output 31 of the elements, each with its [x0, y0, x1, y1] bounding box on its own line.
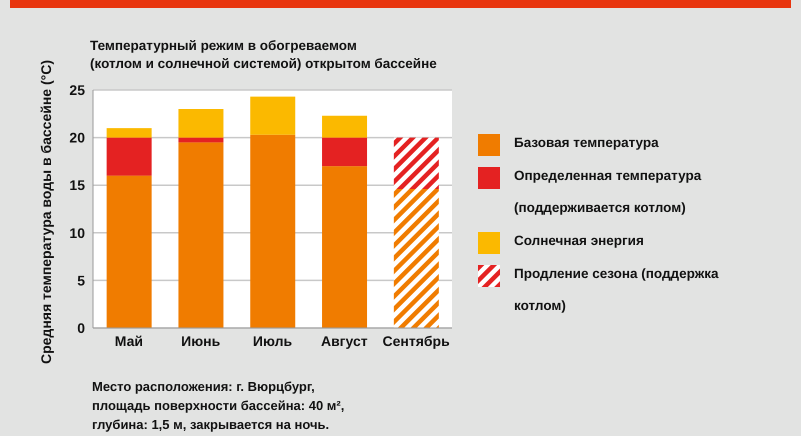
- x-tick-label: Сентябрь: [382, 332, 450, 349]
- bar: [250, 134, 296, 328]
- bar: [178, 109, 224, 138]
- bar: [106, 176, 152, 328]
- y-tick-label: 20: [69, 130, 86, 146]
- y-tick-label: 5: [77, 272, 86, 288]
- x-tick-label: Июнь: [181, 332, 221, 349]
- bar: [322, 116, 368, 138]
- y-tick-label: 10: [69, 224, 86, 241]
- legend-label: Базовая температура: [514, 134, 659, 152]
- y-tick-label: 0: [77, 320, 86, 336]
- text: Продление сезона (поддержка котлом): [514, 266, 719, 313]
- bar: [322, 166, 368, 328]
- bar: [106, 138, 152, 176]
- text: Место расположения: г. Вюрцбург, площадь поверхности бассейна: 40 м², глубина: 1,5 м, закрывается на ночь.: [92, 378, 346, 434]
- y-tick-label: 15: [69, 177, 86, 194]
- x-tick-label: Август: [320, 332, 368, 349]
- x-tick-label: Июль: [252, 332, 292, 349]
- bar: [178, 142, 224, 328]
- y-tick-label: 25: [69, 82, 86, 98]
- bar: [178, 138, 224, 142]
- chart-title: Температурный режим в обогреваемом (котлом и солнечной системой) открытом бассейне: [90, 37, 438, 73]
- bar: [106, 128, 152, 138]
- y-axis-title: Средняя температура воды в бассейне (°C): [38, 60, 54, 364]
- text: Определенная температура (поддерживается котлом): [514, 168, 702, 215]
- legend-label: Солнечная энергия: [514, 232, 644, 250]
- bar: [394, 138, 439, 190]
- x-tick-label: Май: [114, 332, 144, 349]
- bar: [322, 138, 368, 166]
- bar: [394, 189, 439, 328]
- bar: [250, 96, 296, 135]
